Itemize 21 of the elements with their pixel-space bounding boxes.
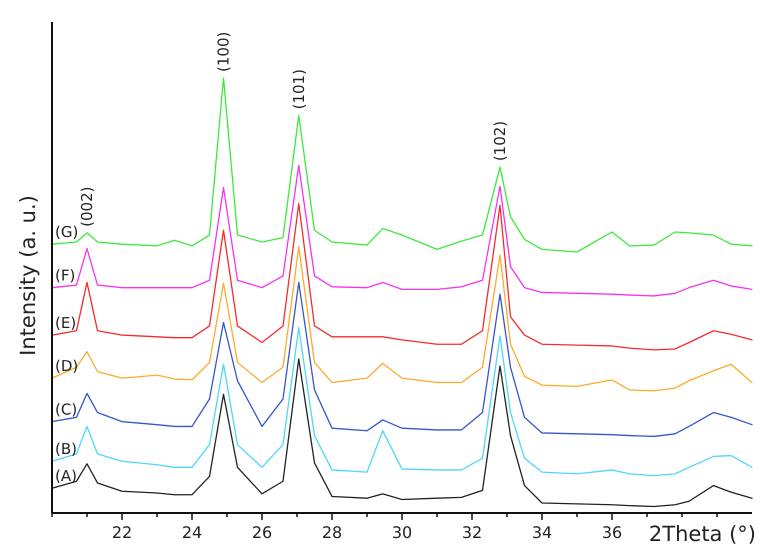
x-tick-label: 22 bbox=[112, 523, 132, 542]
series-label: (B) bbox=[55, 440, 77, 458]
x-tick-label: 26 bbox=[252, 523, 272, 542]
x-tick-label: 34 bbox=[532, 523, 552, 542]
x-axis-title: 2Theta (°) bbox=[648, 522, 756, 546]
annotation: (101) bbox=[290, 69, 308, 110]
x-tick-label: 24 bbox=[182, 523, 202, 542]
series-label: (F) bbox=[55, 266, 76, 285]
annotation: (100) bbox=[214, 32, 232, 72]
x-tick-label: 28 bbox=[322, 523, 342, 542]
x-tick-label: 32 bbox=[462, 523, 482, 542]
y-axis-title: Intensity (a. u.) bbox=[16, 195, 40, 356]
annotation: (102) bbox=[491, 120, 509, 162]
series-label: (E) bbox=[55, 314, 76, 332]
series-label: (A) bbox=[55, 467, 77, 486]
series-label: (G) bbox=[55, 223, 78, 242]
x-tick-label: 36 bbox=[602, 523, 622, 542]
annotation: (002) bbox=[78, 186, 96, 227]
series-label: (D) bbox=[55, 357, 78, 376]
x-tick-label: 30 bbox=[392, 523, 412, 542]
series-label: (C) bbox=[55, 400, 78, 419]
